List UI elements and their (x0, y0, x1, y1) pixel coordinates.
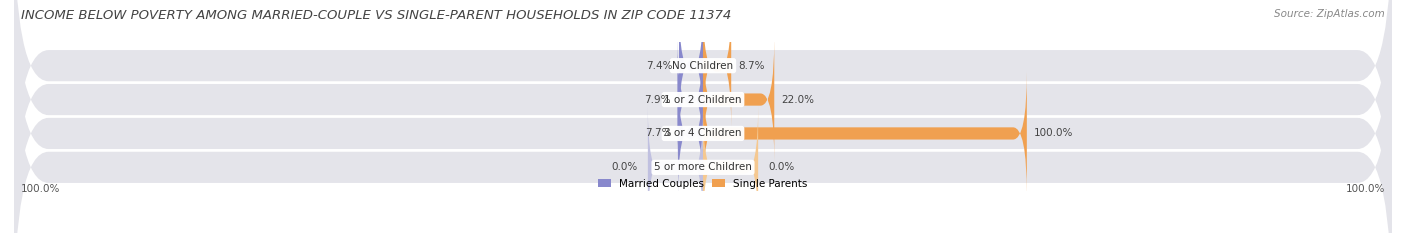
Text: 7.4%: 7.4% (645, 61, 672, 71)
Text: 5 or more Children: 5 or more Children (654, 162, 752, 172)
Text: 8.7%: 8.7% (738, 61, 765, 71)
Text: 0.0%: 0.0% (612, 162, 637, 172)
Text: 100.0%: 100.0% (21, 184, 60, 194)
FancyBboxPatch shape (679, 4, 703, 127)
Legend: Married Couples, Single Parents: Married Couples, Single Parents (599, 179, 807, 189)
FancyBboxPatch shape (703, 72, 1026, 195)
Text: 0.0%: 0.0% (769, 162, 794, 172)
FancyBboxPatch shape (14, 14, 1392, 233)
Text: INCOME BELOW POVERTY AMONG MARRIED-COUPLE VS SINGLE-PARENT HOUSEHOLDS IN ZIP COD: INCOME BELOW POVERTY AMONG MARRIED-COUPL… (21, 9, 731, 22)
FancyBboxPatch shape (703, 38, 775, 161)
Text: 1 or 2 Children: 1 or 2 Children (664, 95, 742, 105)
Text: Source: ZipAtlas.com: Source: ZipAtlas.com (1274, 9, 1385, 19)
FancyBboxPatch shape (648, 106, 703, 229)
FancyBboxPatch shape (14, 0, 1392, 219)
FancyBboxPatch shape (14, 0, 1392, 233)
Text: 7.9%: 7.9% (644, 95, 671, 105)
FancyBboxPatch shape (703, 4, 731, 127)
Text: 22.0%: 22.0% (782, 95, 814, 105)
FancyBboxPatch shape (14, 0, 1392, 233)
Text: 100.0%: 100.0% (1033, 128, 1073, 138)
Text: 100.0%: 100.0% (1346, 184, 1385, 194)
FancyBboxPatch shape (703, 106, 758, 229)
Text: 3 or 4 Children: 3 or 4 Children (664, 128, 742, 138)
FancyBboxPatch shape (678, 72, 703, 195)
Text: No Children: No Children (672, 61, 734, 71)
FancyBboxPatch shape (678, 38, 703, 161)
Text: 7.7%: 7.7% (645, 128, 671, 138)
